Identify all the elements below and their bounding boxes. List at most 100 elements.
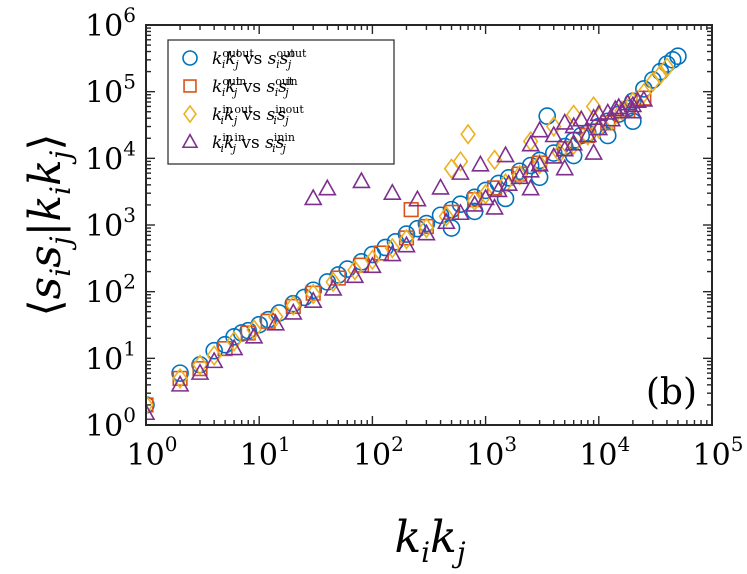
data-point-triangle [204,351,224,369]
legend-label: kin ikin j vs sin isin j [212,131,295,155]
data-point-diamond [466,190,483,212]
data-point-circle [510,162,529,181]
data-point-diamond [305,283,322,305]
data-point-triangle [323,278,343,296]
data-point-triangle [521,160,541,178]
x-tick-label: 102 [353,432,404,473]
legend-entry: kout ikout j vs sout isout j [182,47,307,71]
data-point-triangle [303,291,323,308]
data-point-diamond [146,394,154,416]
data-point-circle [304,281,323,300]
data-point-circle [417,214,436,233]
data-point-circle [521,156,540,175]
data-point-triangle [363,256,382,274]
data-point-triangle [530,154,549,172]
data-point-triangle [352,171,371,189]
data-point-diamond [477,183,494,205]
data-point-triangle [224,338,244,356]
data-point-diamond [285,294,302,317]
data-point-triangle [489,180,508,198]
data-point-triangle [530,120,549,138]
legend-marker-square [183,79,197,93]
data-point-diamond [659,57,675,79]
data-point-diamond [384,237,401,259]
data-point-triangle [571,109,591,127]
data-point-triangle [521,178,541,196]
data-point-diamond [418,217,435,239]
data-point-triangle [609,97,629,115]
data-point-diamond [565,134,582,156]
data-point-triangle [451,163,470,180]
legend-box [167,39,395,165]
legend-marker-triangle [181,133,199,149]
data-point-diamond [652,64,669,86]
y-tick-label: 102 [85,270,136,311]
legend-entry: kin ikin j vs sin isin j [181,131,295,155]
data-point-diamond [438,205,455,227]
data-point-triangle [605,99,625,117]
data-point-triangle [170,374,190,392]
data-points [146,47,687,421]
data-point-triangle [382,244,402,262]
data-point-triangle [589,104,609,121]
data-point-circle [205,341,223,360]
data-point-triangle [417,223,436,241]
data-point-triangle [564,133,584,151]
data-point-circle [544,144,563,162]
data-point-diamond [603,109,620,131]
data-point-triangle [589,118,609,136]
data-point-triangle [555,158,575,176]
legend-entry: kout ikin j vs sout isin j [183,75,298,99]
legend-marker-circle [182,50,198,66]
y-axis-label: ⟨sisj|kikj⟩ [20,133,77,316]
data-point-triangle [146,403,156,421]
axis-tick-labels: 100 101 102 103 104 105 100 101 102 103 104 105 106 [85,3,743,473]
y-tick-label: 106 [85,3,136,44]
data-point-triangle [431,177,450,195]
data-point-triangle [451,203,470,221]
data-point-circle [408,219,427,238]
legend-label: kout ikout j vs sout isout j [212,47,307,71]
data-point-square [192,361,208,377]
data-point-triangle [555,112,575,130]
data-point-triangle [190,363,210,380]
data-point-diamond [172,367,188,389]
data-point-triangle [584,143,603,160]
data-point-triangle [584,108,603,125]
series-diamond [146,57,675,416]
x-axis-label: kikj [395,512,466,569]
data-point-triangle [544,125,564,143]
data-point-diamond [246,319,262,341]
data-point-circle [171,364,189,382]
data-point-circle [489,174,508,193]
data-point-square [172,370,188,387]
data-point-triangle [634,89,654,107]
data-point-diamond [497,172,514,194]
data-point-triangle [496,145,515,163]
data-point-diamond [364,249,381,271]
data-point-diamond [325,271,341,293]
x-tick-label: 105 [693,432,744,473]
data-point-triangle [303,188,323,206]
data-point-diamond [226,330,242,352]
data-point-triangle [476,188,495,206]
data-point-circle [397,225,416,243]
data-point-triangle [382,183,402,200]
data-point-triangle [628,91,647,108]
data-point-diamond [460,123,476,145]
legend: kout ikout j vs sout isout j kout ikin j vs sou… [167,39,395,165]
data-point-circle [669,47,687,66]
series-triangle [146,89,654,421]
data-point-diamond [545,115,562,138]
data-point-triangle [623,101,643,119]
data-point-triangle [244,326,264,344]
data-point-triangle [345,266,365,284]
legend-marker-diamond [183,104,197,124]
data-point-diamond [452,150,469,172]
x-tick-label: 104 [579,432,630,473]
data-point-diamond [511,164,528,186]
data-point-diamond [347,259,363,281]
data-point-circle [146,396,155,414]
x-tick-label: 103 [466,432,517,473]
